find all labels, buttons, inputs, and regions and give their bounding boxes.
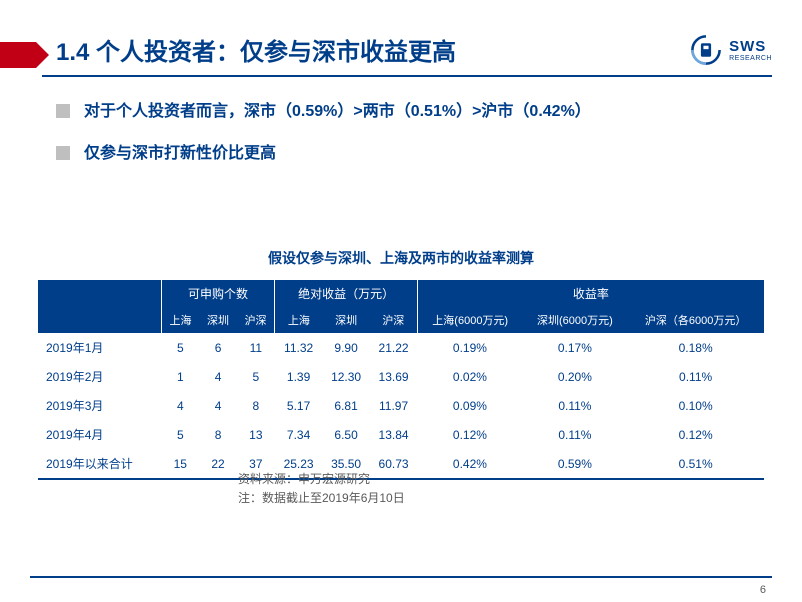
title-underline: [42, 75, 772, 77]
th-group-count: 可申购个数: [161, 280, 275, 307]
bullet-item: 对于个人投资者而言，深市（0.59%）>两市（0.51%）>沪市（0.42%）: [56, 100, 762, 124]
cell: 8: [237, 391, 275, 420]
cell: 0.18%: [627, 333, 764, 362]
cell: 12.30: [322, 362, 369, 391]
cell: 0.17%: [523, 333, 628, 362]
th-group-abs: 绝对收益（万元）: [275, 280, 417, 307]
bullet-text: 对于个人投资者而言，深市（0.59%）>两市（0.51%）>沪市（0.42%）: [84, 100, 591, 124]
cell: 15: [161, 449, 199, 479]
row-label: 2019年2月: [38, 362, 161, 391]
th-sub: 沪深: [370, 307, 417, 333]
table-header-sub-row: 上海 深圳 沪深 上海 深圳 沪深 上海(6000万元) 深圳(6000万元) …: [38, 307, 764, 333]
cell: 0.11%: [627, 362, 764, 391]
cell: 4: [161, 391, 199, 420]
cell: 0.59%: [523, 449, 628, 479]
table-row: 2019年3月4485.176.8111.970.09%0.11%0.10%: [38, 391, 764, 420]
cell: 5: [161, 420, 199, 449]
cell: 4: [199, 362, 236, 391]
logo-sub-text: RESEARCH: [729, 55, 772, 62]
footer-line: [30, 576, 772, 578]
cell: 0.10%: [627, 391, 764, 420]
cell: 0.19%: [417, 333, 522, 362]
row-label: 2019年1月: [38, 333, 161, 362]
cell: 5: [161, 333, 199, 362]
bullet-item: 仅参与深市打新性价比更高: [56, 142, 762, 166]
th-sub: 上海: [275, 307, 322, 333]
cell: 22: [199, 449, 236, 479]
table-row: 2019年1月561111.329.9021.220.19%0.17%0.18%: [38, 333, 764, 362]
logo: SWS RESEARCH: [689, 33, 772, 67]
cell: 7.34: [275, 420, 322, 449]
table-row: 2019年4月58137.346.5013.840.12%0.11%0.12%: [38, 420, 764, 449]
th-blank: [38, 280, 161, 307]
source-note: 资料来源：申万宏源研究 注：数据截止至2019年6月10日: [238, 470, 405, 508]
logo-main-text: SWS: [729, 38, 772, 55]
cell: 0.51%: [627, 449, 764, 479]
slide-title: 1.4 个人投资者：仅参与深市收益更高: [56, 32, 456, 67]
data-table: 可申购个数 绝对收益（万元） 收益率 上海 深圳 沪深 上海 深圳 沪深 上海(…: [38, 280, 764, 480]
th-sub-blank: [38, 307, 161, 333]
title-row: 1.4 个人投资者：仅参与深市收益更高 SWS RESEARCH: [56, 32, 772, 67]
cell: 11: [237, 333, 275, 362]
bullet-text: 仅参与深市打新性价比更高: [84, 142, 276, 166]
cell: 0.42%: [417, 449, 522, 479]
row-label: 2019年以来合计: [38, 449, 161, 479]
page-number: 6: [760, 584, 766, 596]
cell: 13.69: [370, 362, 417, 391]
cell: 0.11%: [523, 420, 628, 449]
table-body: 2019年1月561111.329.9021.220.19%0.17%0.18%…: [38, 333, 764, 479]
bullet-square-icon: [56, 104, 70, 118]
th-sub: 上海(6000万元): [417, 307, 522, 333]
bullet-square-icon: [56, 146, 70, 160]
th-sub: 深圳: [322, 307, 369, 333]
cell: 4: [199, 391, 236, 420]
cell: 21.22: [370, 333, 417, 362]
source-line: 注：数据截止至2019年6月10日: [238, 489, 405, 508]
logo-text-wrap: SWS RESEARCH: [729, 38, 772, 62]
sws-logo-icon: [689, 33, 723, 67]
cell: 8: [199, 420, 236, 449]
cell: 9.90: [322, 333, 369, 362]
row-label: 2019年3月: [38, 391, 161, 420]
th-sub: 沪深（各6000万元）: [627, 307, 764, 333]
th-sub: 深圳(6000万元): [523, 307, 628, 333]
red-accent-shape: [0, 42, 36, 68]
cell: 0.02%: [417, 362, 522, 391]
cell: 5.17: [275, 391, 322, 420]
th-group-rate: 收益率: [417, 280, 764, 307]
table-title: 假设仅参与深圳、上海及两市的收益率测算: [0, 248, 802, 268]
cell: 6.81: [322, 391, 369, 420]
cell: 0.20%: [523, 362, 628, 391]
cell: 1.39: [275, 362, 322, 391]
th-sub: 沪深: [237, 307, 275, 333]
cell: 13.84: [370, 420, 417, 449]
th-sub: 上海: [161, 307, 199, 333]
bullet-list: 对于个人投资者而言，深市（0.59%）>两市（0.51%）>沪市（0.42%） …: [56, 100, 762, 184]
table-header-group-row: 可申购个数 绝对收益（万元） 收益率: [38, 280, 764, 307]
cell: 1: [161, 362, 199, 391]
cell: 11.97: [370, 391, 417, 420]
row-label: 2019年4月: [38, 420, 161, 449]
cell: 0.12%: [417, 420, 522, 449]
cell: 11.32: [275, 333, 322, 362]
cell: 0.09%: [417, 391, 522, 420]
cell: 6: [199, 333, 236, 362]
cell: 5: [237, 362, 275, 391]
cell: 0.11%: [523, 391, 628, 420]
cell: 13: [237, 420, 275, 449]
th-sub: 深圳: [199, 307, 236, 333]
cell: 6.50: [322, 420, 369, 449]
table-row: 2019年2月1451.3912.3013.690.02%0.20%0.11%: [38, 362, 764, 391]
data-table-wrap: 可申购个数 绝对收益（万元） 收益率 上海 深圳 沪深 上海 深圳 沪深 上海(…: [38, 280, 764, 480]
cell: 0.12%: [627, 420, 764, 449]
source-line: 资料来源：申万宏源研究: [238, 470, 405, 489]
